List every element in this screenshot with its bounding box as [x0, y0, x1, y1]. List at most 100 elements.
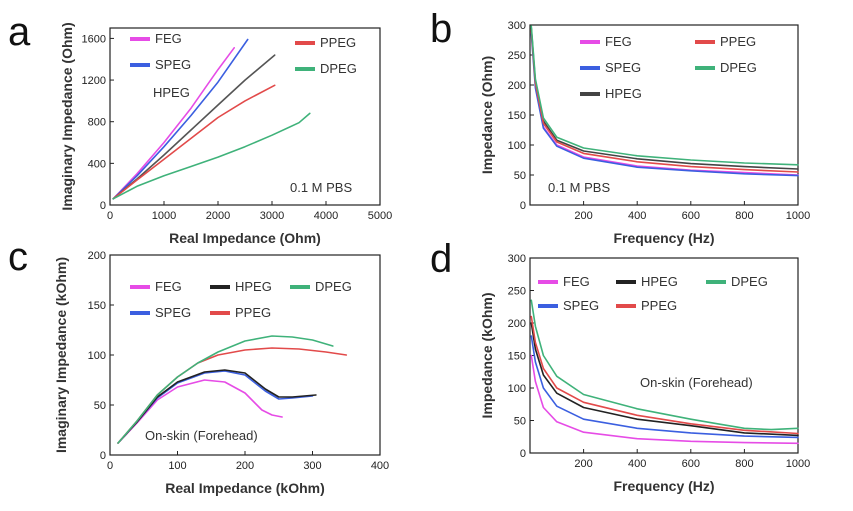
y-tick-label: 0 — [520, 200, 526, 212]
series-line-feg — [530, 354, 799, 445]
legend-label-feg: FEG — [155, 279, 182, 294]
series-line-ppeg — [530, 29, 799, 173]
legend-label-dpeg: DPEG — [320, 61, 357, 76]
y-tick-label: 50 — [94, 400, 106, 412]
plot-frame — [109, 27, 381, 206]
annotation-text: 0.1 M PBS — [290, 180, 352, 195]
series-line-speg — [112, 38, 249, 200]
legend-label-hpeg: HPEG — [641, 274, 678, 289]
legend-label-ppeg: PPEG — [641, 298, 677, 313]
series-line-speg — [530, 335, 799, 439]
y-axis-title: Imaginary Impedance (Ohm) — [59, 22, 75, 210]
legend-label-ppeg: PPEG — [320, 35, 356, 50]
series-line-hpeg — [530, 322, 799, 437]
y-tick-label: 250 — [508, 286, 526, 298]
series-line-ppeg — [530, 315, 799, 435]
legend-label-ppeg: PPEG — [235, 305, 271, 320]
series-line-feg — [117, 379, 283, 444]
panel-d: d 200 400 600 800 1000 0 50 100 150 200 250 300 Frequ… — [430, 237, 810, 494]
legend-label-hpeg: HPEG — [153, 85, 190, 100]
y-tick-label: 150 — [88, 300, 106, 312]
panel-label-c: c — [8, 235, 28, 279]
series-line-dpeg — [117, 335, 334, 444]
y-tick-label: 50 — [514, 170, 526, 182]
x-tick-label: 3000 — [260, 210, 284, 222]
x-tick-label: 800 — [735, 458, 753, 470]
x-tick-label: 600 — [682, 458, 700, 470]
legend-label-dpeg: DPEG — [315, 279, 352, 294]
x-tick-label: 0 — [107, 460, 113, 472]
x-tick-label: 1000 — [786, 210, 810, 222]
legend-label-hpeg: HPEG — [605, 86, 642, 101]
legend-label-hpeg: HPEG — [235, 279, 272, 294]
panel-c: c 0 100 200 300 400 0 50 100 150 200 Real Impedance… — [8, 235, 389, 496]
series-line-speg — [530, 33, 799, 177]
x-tick-label: 1000 — [152, 210, 176, 222]
y-tick-label: 100 — [508, 383, 526, 395]
y-axis-title: Imaginary Impedance (kOhm) — [53, 257, 69, 453]
x-tick-label: 200 — [574, 210, 592, 222]
series-line-hpeg — [117, 369, 317, 444]
x-axis-title: Frequency (Hz) — [613, 478, 714, 494]
y-tick-label: 150 — [508, 351, 526, 363]
y-tick-label: 0 — [100, 200, 106, 212]
legend-label-speg: SPEG — [155, 305, 191, 320]
y-tick-label: 300 — [508, 253, 526, 265]
y-tick-label: 300 — [508, 20, 526, 32]
y-axis-title: Impedance (kOhm) — [479, 292, 495, 418]
panel-b: b 200 400 600 800 1000 0 50 100 150 200 250 300 Frequ… — [430, 7, 810, 246]
x-tick-label: 200 — [236, 460, 254, 472]
y-tick-label: 400 — [88, 158, 106, 170]
panel-label-b: b — [430, 7, 452, 51]
series-line-hpeg — [112, 54, 276, 200]
x-tick-label: 400 — [371, 460, 389, 472]
panel-a: a 0 1000 2000 3000 4000 5000 0 400 800 1200 1600 Rea… — [8, 10, 392, 246]
legend-label-feg: FEG — [155, 31, 182, 46]
x-tick-label: 2000 — [206, 210, 230, 222]
x-tick-label: 4000 — [314, 210, 338, 222]
y-tick-label: 1200 — [82, 75, 106, 87]
legend-label-feg: FEG — [563, 274, 590, 289]
series-line-ppeg — [112, 84, 276, 200]
annotation-text: 0.1 M PBS — [548, 180, 610, 195]
x-tick-label: 400 — [628, 458, 646, 470]
x-tick-label: 600 — [682, 210, 700, 222]
series-line-feg — [112, 47, 235, 200]
x-tick-label: 300 — [303, 460, 321, 472]
legend-label-dpeg: DPEG — [720, 60, 757, 75]
x-tick-label: 100 — [168, 460, 186, 472]
y-tick-label: 100 — [88, 350, 106, 362]
x-axis-title: Real Impedance (kOhm) — [165, 480, 325, 496]
x-axis-title: Frequency (Hz) — [613, 230, 714, 246]
y-tick-label: 1600 — [82, 33, 106, 45]
legend-label-dpeg: DPEG — [731, 274, 768, 289]
series-line-dpeg — [530, 299, 799, 431]
panel-label-a: a — [8, 10, 31, 54]
legend-label-speg: SPEG — [155, 57, 191, 72]
annotation-text: On-skin (Forehead) — [640, 375, 753, 390]
y-tick-label: 200 — [508, 80, 526, 92]
y-tick-label: 0 — [100, 450, 106, 462]
y-tick-label: 150 — [508, 110, 526, 122]
y-tick-label: 100 — [508, 140, 526, 152]
series-line-dpeg — [530, 25, 799, 166]
plot-frame — [529, 24, 799, 206]
panel-label-d: d — [430, 237, 452, 281]
y-tick-label: 0 — [520, 448, 526, 460]
y-axis-title: Impedance (Ohm) — [479, 56, 495, 174]
x-tick-label: 400 — [628, 210, 646, 222]
x-axis-title: Real Impedance (Ohm) — [169, 230, 321, 246]
x-tick-label: 800 — [735, 210, 753, 222]
series-line-dpeg — [112, 112, 311, 200]
x-tick-label: 1000 — [786, 458, 810, 470]
y-tick-label: 50 — [514, 416, 526, 428]
y-tick-label: 200 — [88, 250, 106, 262]
legend-label-speg: SPEG — [563, 298, 599, 313]
x-tick-label: 0 — [107, 210, 113, 222]
y-tick-label: 250 — [508, 50, 526, 62]
y-tick-label: 800 — [88, 117, 106, 129]
annotation-text: On-skin (Forehead) — [145, 428, 258, 443]
x-tick-label: 5000 — [368, 210, 392, 222]
y-tick-label: 200 — [508, 318, 526, 330]
